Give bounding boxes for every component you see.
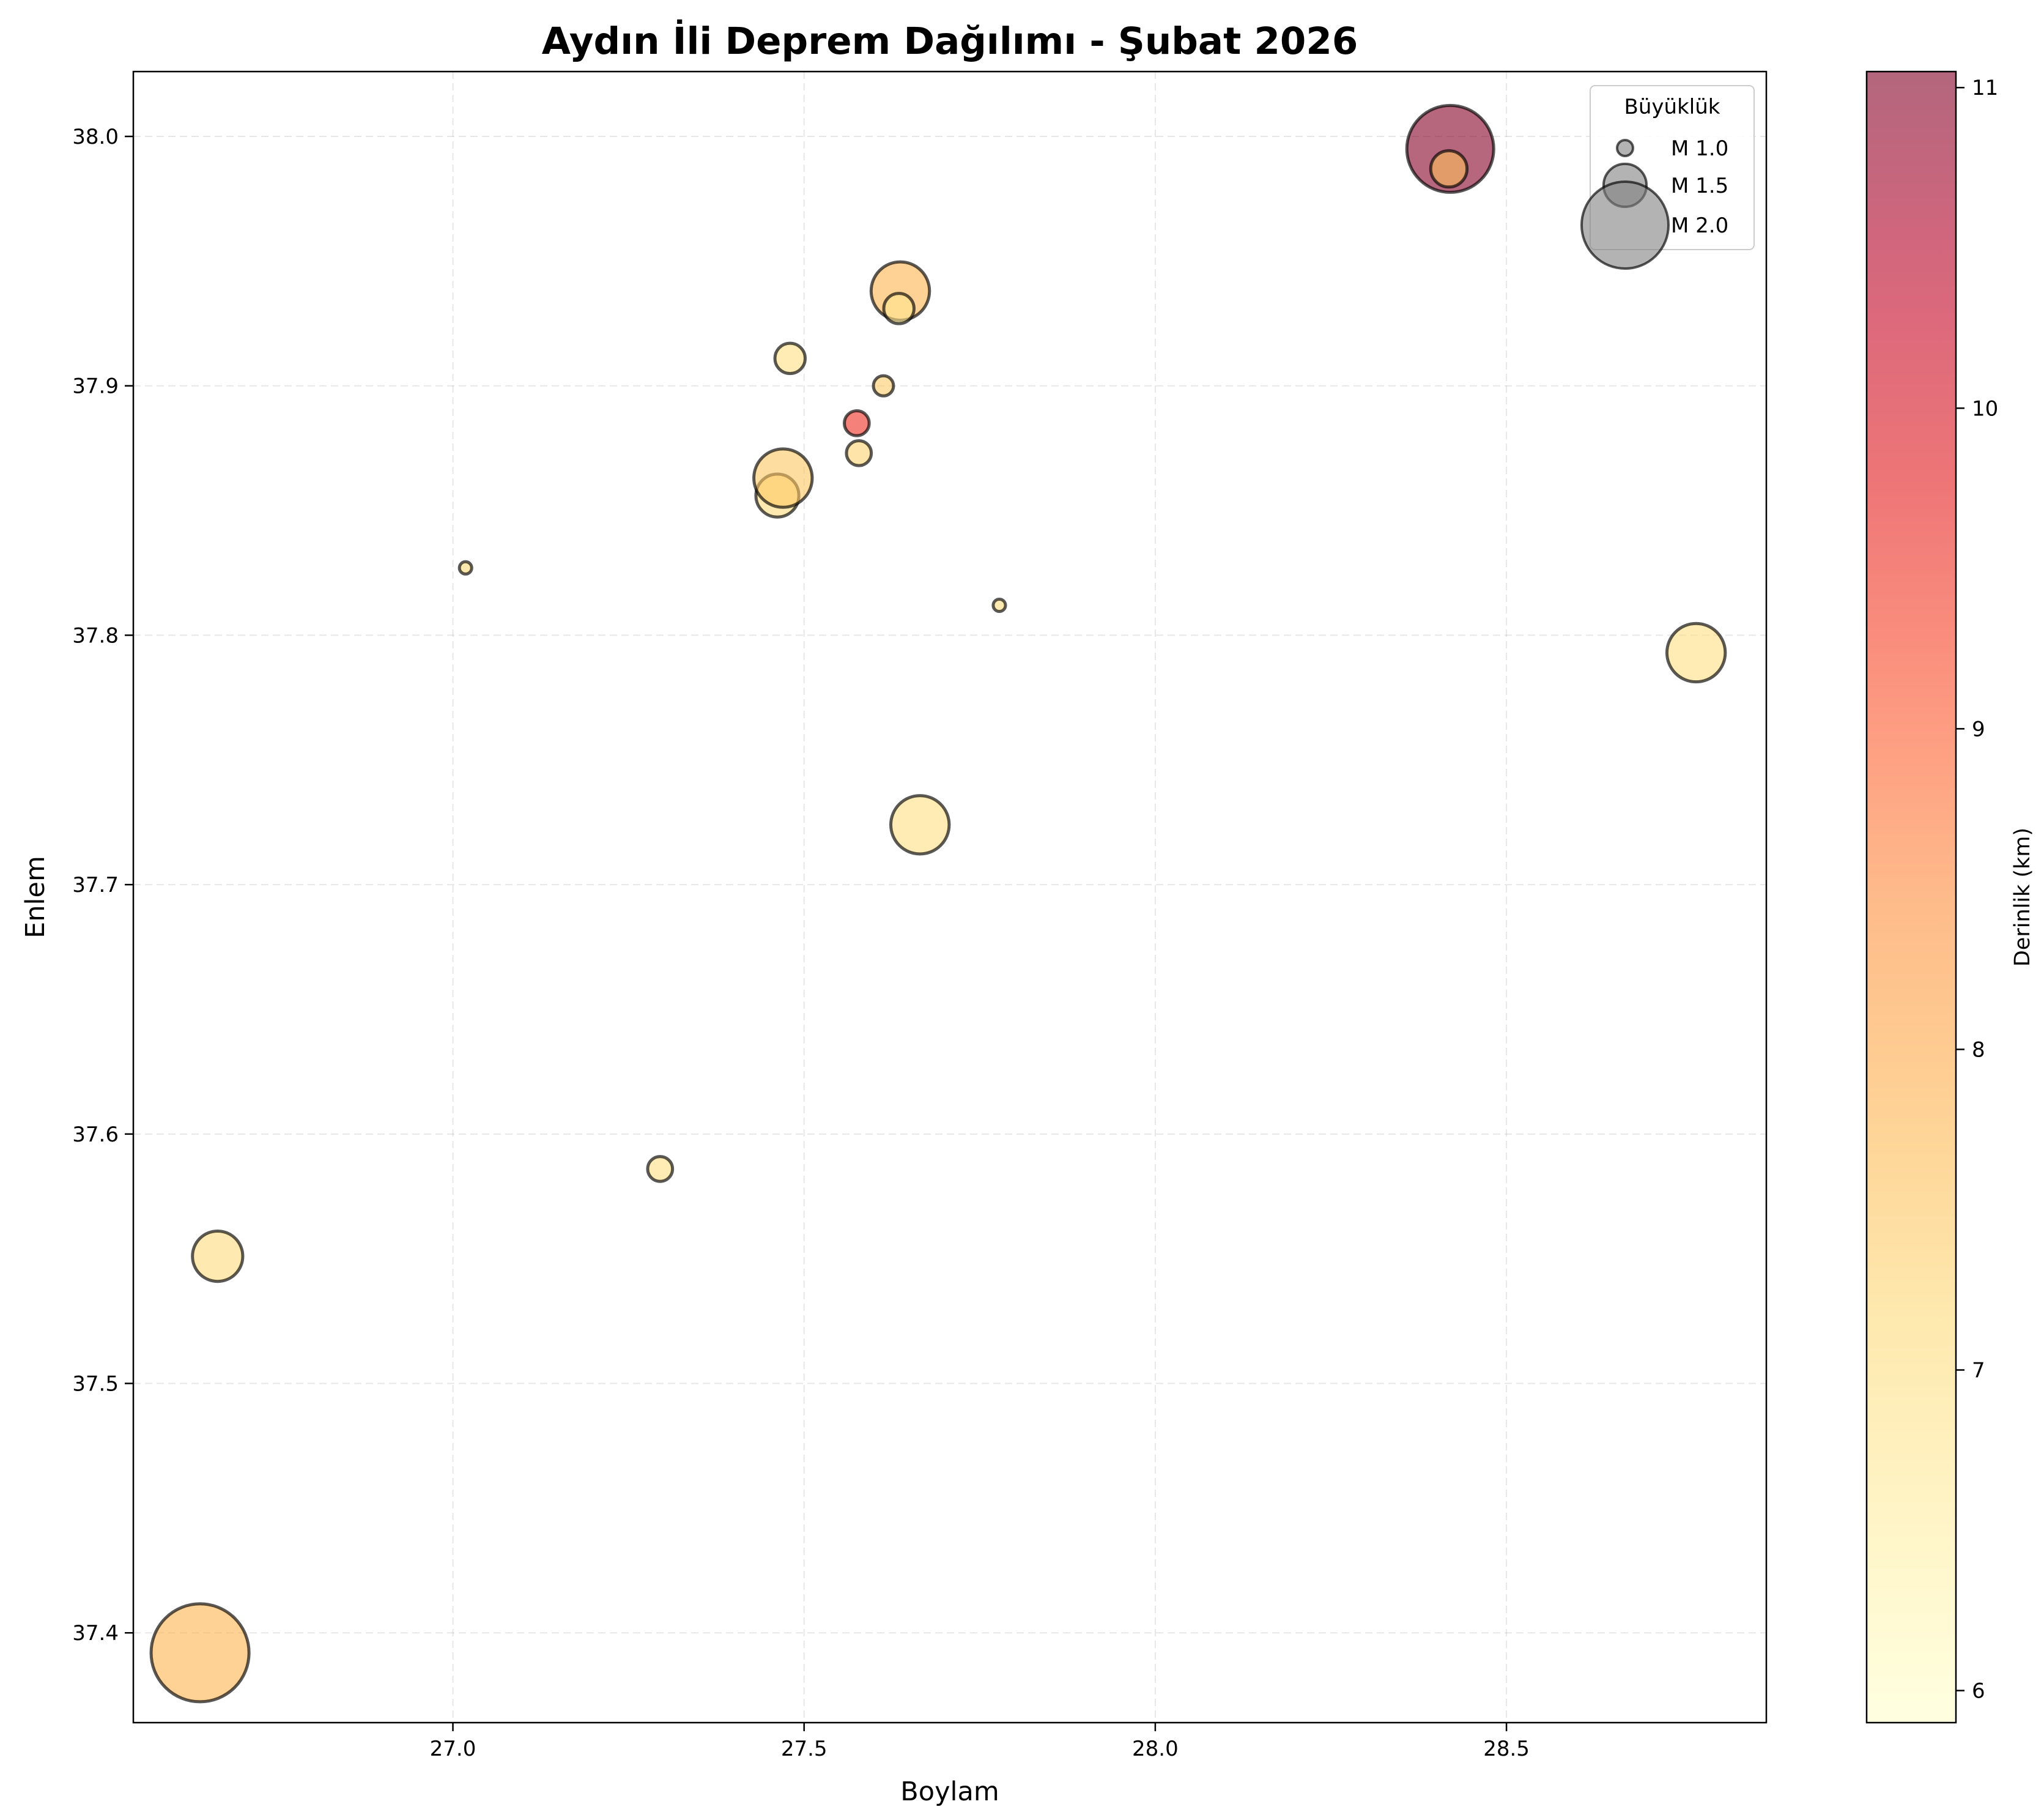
colorbar-tick-label: 8	[1972, 1037, 1985, 1062]
earthquake-point	[843, 409, 871, 437]
y-tick-label: 37.8	[72, 623, 119, 648]
colorbar-tick-label: 9	[1972, 717, 1985, 741]
grid-lines	[133, 72, 1766, 1723]
legend-title: Büyüklük	[1624, 95, 1720, 119]
y-tick-label: 37.9	[72, 374, 119, 399]
y-tick-label: 37.7	[72, 873, 119, 897]
earthquake-point	[845, 439, 873, 467]
x-tick-label: 27.0	[430, 1737, 476, 1761]
y-axis-ticks: 37.4 37.5 37.6 37.7 37.8 37.9 38.0	[72, 125, 133, 1646]
legend-entry-label: M 1.5	[1671, 174, 1728, 198]
colorbar-tick-label: 10	[1972, 396, 1998, 421]
x-axis-label: Boylam	[900, 1776, 999, 1807]
earthquake-point	[882, 292, 916, 325]
y-tick-label: 38.0	[72, 125, 119, 149]
earthquake-point	[1405, 103, 1495, 194]
earthquake-point	[457, 560, 473, 576]
x-axis-ticks: 27.0 27.5 28.0 28.5	[430, 1723, 1530, 1761]
earthquake-point	[872, 374, 895, 398]
legend-marker	[1580, 180, 1670, 270]
depth-colorbar: 6 7 8 9 10 11 Derinlik (km)	[1865, 70, 2035, 1724]
x-tick-label: 28.5	[1483, 1737, 1530, 1761]
earthquake-point	[191, 1229, 245, 1283]
colorbar-tick-label: 7	[1972, 1359, 1985, 1383]
earthquake-point	[646, 1155, 675, 1183]
chart-title: Aydın İli Deprem Dağılımı - Şubat 2026	[542, 19, 1358, 63]
colorbar-frame	[1865, 70, 1957, 1724]
legend-entry-label: M 2.0	[1671, 213, 1728, 238]
legend-entry-label: M 1.0	[1671, 136, 1728, 161]
colorbar-tick-label: 6	[1972, 1679, 1985, 1704]
size-legend: Büyüklük M 1.0 M 1.5 M 2.0	[1580, 85, 1755, 270]
earthquake-point	[991, 597, 1007, 614]
colorbar-tick-label: 11	[1972, 76, 1998, 100]
colorbar-gradient	[1867, 72, 1956, 1723]
y-tick-label: 37.4	[72, 1621, 119, 1646]
y-tick-label: 37.5	[72, 1372, 119, 1397]
earthquake-point	[149, 1602, 251, 1704]
earthquake-point	[752, 447, 814, 509]
y-tick-label: 37.6	[72, 1123, 119, 1147]
earthquake-point	[889, 794, 951, 856]
earthquake-point	[773, 341, 807, 376]
legend-marker	[1616, 139, 1634, 157]
earthquake-point	[1665, 622, 1727, 684]
x-tick-label: 28.0	[1132, 1737, 1179, 1761]
colorbar-label: Derinlik (km)	[2010, 828, 2035, 967]
data-points	[149, 103, 1727, 1704]
plot-area-frame	[132, 70, 1768, 1724]
earthquake-point	[1429, 149, 1469, 189]
x-tick-label: 27.5	[781, 1737, 828, 1761]
y-axis-label: Enlem	[20, 856, 51, 938]
